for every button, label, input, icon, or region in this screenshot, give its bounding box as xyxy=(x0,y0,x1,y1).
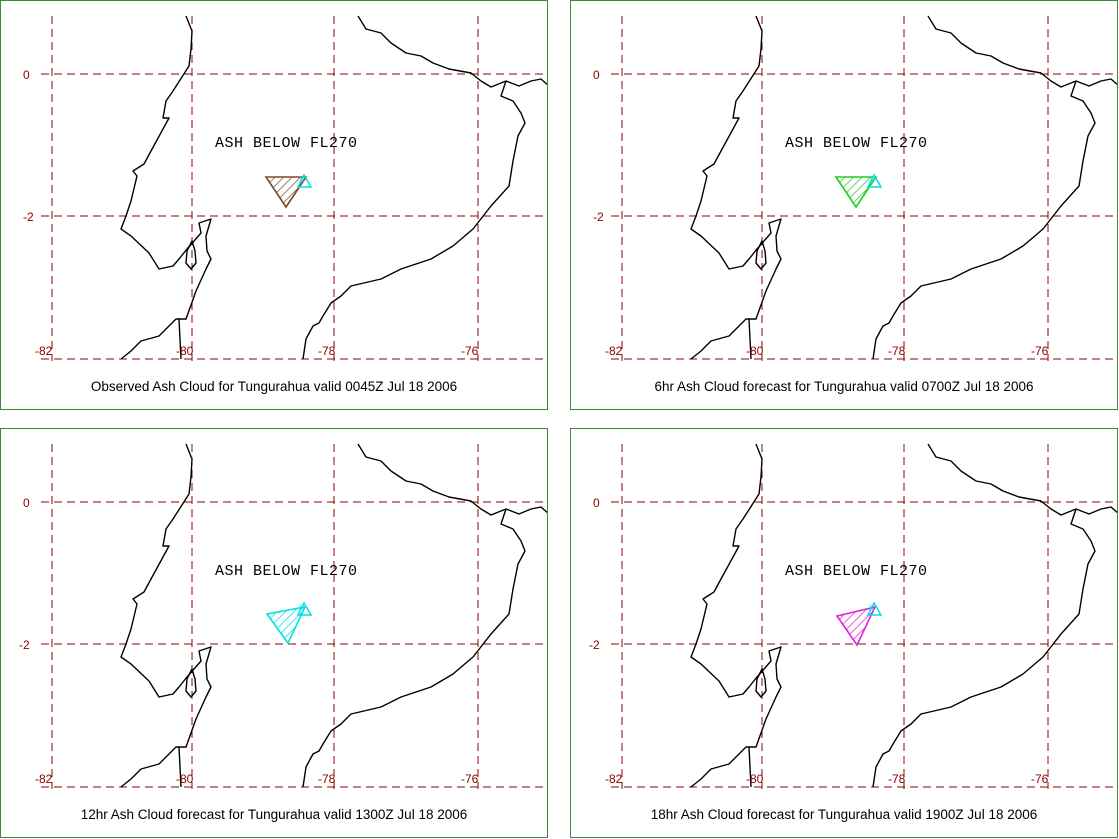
vent-x-icon: x xyxy=(299,174,304,185)
map-canvas: x 0 -2 -82 -80 -78 -76 xyxy=(19,443,547,789)
map-panel-12hr: x 0 -2 -82 -80 -78 -76 ASH BELOW FL270 1… xyxy=(0,428,548,838)
ash-level-label: ASH BELOW FL270 xyxy=(215,135,358,152)
ash-cloud-polygon xyxy=(834,176,878,209)
vent-marker xyxy=(296,601,313,616)
vent-x-icon: x xyxy=(869,602,874,613)
lon-tick-82: -82 xyxy=(35,344,53,358)
map-panel-6hr: x 0 -2 -82 -80 -78 -76 ASH BELOW FL270 6… xyxy=(570,0,1118,410)
lat-tick-minus-2: -2 xyxy=(23,210,34,224)
map-canvas: x 0 -2 -82 -80 -78 -76 xyxy=(593,15,1117,361)
lon-tick-80: -80 xyxy=(746,344,764,358)
ash-cloud-polygon xyxy=(264,176,308,209)
tick-labels: 0 -2 -82 -80 -78 -76 xyxy=(589,496,1049,786)
lon-tick-78: -78 xyxy=(888,344,906,358)
lon-tick-82: -82 xyxy=(605,772,623,786)
panel-caption: 6hr Ash Cloud forecast for Tungurahua va… xyxy=(654,379,1034,394)
map-panel-18hr: x 0 -2 -82 -80 -78 -76 ASH BELOW FL270 1… xyxy=(570,428,1118,838)
lon-tick-76: -76 xyxy=(461,772,479,786)
graticule xyxy=(41,444,547,789)
ash-cloud-6hr: x xyxy=(834,173,883,209)
panel-caption: 18hr Ash Cloud forecast for Tungurahua v… xyxy=(650,807,1038,822)
panel-caption: 12hr Ash Cloud forecast for Tungurahua v… xyxy=(80,807,468,822)
lat-tick-minus-2: -2 xyxy=(19,638,30,652)
map-canvas: x 0 -2 -82 -80 -78 -76 xyxy=(589,443,1117,789)
lon-tick-80: -80 xyxy=(176,344,194,358)
tick-labels: 0 -2 -82 -80 -78 -76 xyxy=(593,68,1049,358)
lon-tick-78: -78 xyxy=(318,772,336,786)
lon-tick-76: -76 xyxy=(1031,344,1049,358)
map-panel-observed: x 0 -2 -82 -80 -78 -76 ASH BELOW FL270 O… xyxy=(0,0,548,410)
lat-tick-0: 0 xyxy=(593,68,600,82)
ash-cloud-observed: x xyxy=(264,173,313,209)
lat-tick-0: 0 xyxy=(23,68,30,82)
lon-tick-80: -80 xyxy=(746,772,764,786)
lon-tick-76: -76 xyxy=(1031,772,1049,786)
ash-cloud-12hr: x xyxy=(265,601,313,645)
lat-tick-0: 0 xyxy=(593,496,600,510)
ash-level-label: ASH BELOW FL270 xyxy=(785,135,928,152)
tick-labels: 0 -2 -82 -80 -78 -76 xyxy=(23,68,479,358)
lon-tick-78: -78 xyxy=(888,772,906,786)
ash-cloud-polygon xyxy=(835,605,877,647)
vent-x-icon: x xyxy=(299,602,304,613)
vent-marker xyxy=(866,173,883,188)
lat-tick-0: 0 xyxy=(23,496,30,510)
lon-tick-82: -82 xyxy=(35,772,53,786)
vent-marker xyxy=(866,601,883,616)
ash-level-label: ASH BELOW FL270 xyxy=(785,563,928,580)
coastline xyxy=(120,15,547,360)
ash-cloud-18hr: x xyxy=(835,601,883,647)
coastline xyxy=(120,443,547,788)
tick-labels: 0 -2 -82 -80 -78 -76 xyxy=(19,496,479,786)
coastline xyxy=(690,443,1117,788)
coastline xyxy=(690,15,1117,360)
map-canvas: x 0 -2 -82 -80 -78 -76 xyxy=(23,15,547,361)
lat-tick-minus-2: -2 xyxy=(589,638,600,652)
vent-marker xyxy=(296,173,313,188)
vent-x-icon: x xyxy=(869,174,874,185)
lon-tick-76: -76 xyxy=(461,344,479,358)
ash-level-label: ASH BELOW FL270 xyxy=(215,563,358,580)
ash-cloud-polygon xyxy=(265,605,307,645)
lon-tick-80: -80 xyxy=(176,772,194,786)
panel-caption: Observed Ash Cloud for Tungurahua valid … xyxy=(90,379,458,394)
lon-tick-78: -78 xyxy=(318,344,336,358)
lat-tick-minus-2: -2 xyxy=(593,210,604,224)
lon-tick-82: -82 xyxy=(605,344,623,358)
